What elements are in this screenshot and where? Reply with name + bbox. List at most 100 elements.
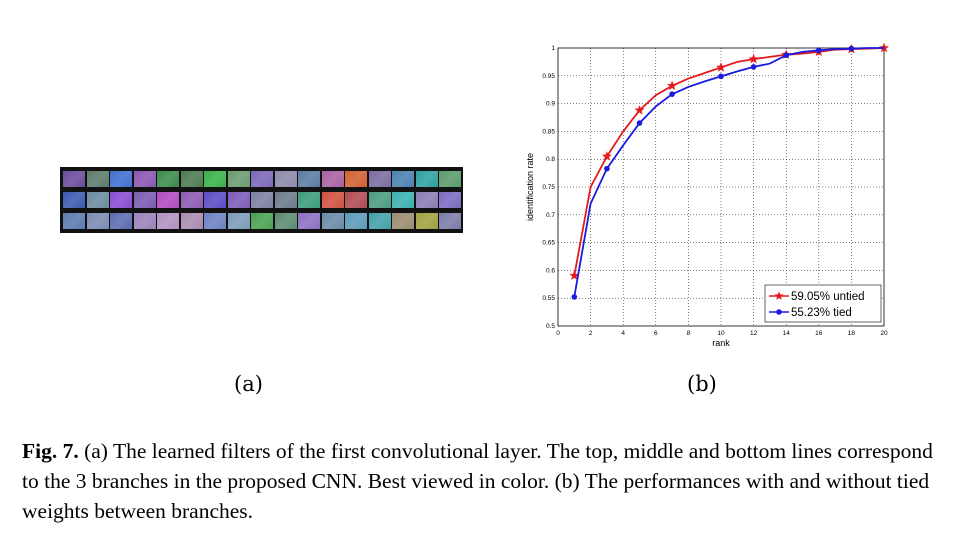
x-tick-label: 20 [880, 330, 888, 337]
filter-tile [227, 171, 250, 187]
x-tick-label: 0 [556, 330, 560, 337]
filter-tile [298, 171, 320, 187]
legend-marker-circle [776, 309, 782, 315]
filter-tile [63, 171, 85, 187]
legend-label: 59.05% untied [791, 291, 865, 303]
y-tick-label: 0.8 [546, 156, 555, 163]
y-tick-label: 0.65 [542, 240, 555, 247]
legend-box [764, 284, 882, 323]
x-tick-label: 6 [654, 330, 658, 337]
x-tick-label: 2 [589, 330, 593, 337]
y-tick-label: 0.7 [546, 212, 555, 219]
identification-rate-chart: 0 2 4 6 8 10 12 14 16 18 20 0.5 0.55 0.6 0.65 0.7 0.75 0.… [515, 38, 895, 356]
chart-svg: 0 2 4 6 8 10 12 14 16 18 20 0.5 0.55 0.6 0.65 0.7 0.75 0.… [525, 42, 890, 348]
y-axis-label: identification rate [525, 153, 535, 221]
filter-tile [227, 192, 250, 208]
y-tick-label: 0.5 [546, 323, 555, 330]
filter-tile [368, 213, 391, 229]
y-tick-label: 0.95 [542, 73, 555, 80]
figure-caption: Fig. 7. (a) The learned filters of the f… [22, 436, 947, 526]
series-line [573, 47, 884, 298]
subfigure-a-label: (a) [234, 372, 263, 396]
filter-tile [63, 213, 85, 229]
filter-tile [439, 213, 461, 229]
filter-tile [321, 171, 344, 187]
filter-tile [157, 192, 179, 208]
filter-tile [86, 171, 109, 187]
filter-tile [204, 192, 226, 208]
series-marker-star [748, 53, 759, 64]
series-marker-circle [604, 165, 610, 172]
x-axis-label: rank [712, 338, 730, 348]
filter-tile [110, 213, 132, 229]
learned-filters-image [60, 167, 463, 233]
filter-tile [110, 171, 132, 187]
filter-tile [133, 171, 156, 187]
y-tick-label: 0.75 [542, 184, 555, 191]
y-tick-label: 0.85 [542, 128, 555, 135]
series-marker-circle [669, 91, 675, 97]
series-marker-circle [783, 52, 789, 59]
filter-tile [345, 213, 367, 229]
filter-tile [415, 192, 438, 208]
filter-tile [368, 192, 391, 208]
filter-tile [298, 192, 320, 208]
filter-tile [392, 213, 414, 229]
x-tick-label: 14 [783, 330, 791, 337]
filter-tile [439, 171, 461, 187]
y-tick-label: 0.9 [546, 101, 555, 108]
filter-tile [321, 192, 344, 208]
x-tick-label: 16 [815, 330, 823, 337]
filter-tile [180, 192, 203, 208]
legend-label: 55.23% tied [791, 307, 852, 319]
filter-tile [415, 171, 438, 187]
filter-tile [157, 171, 179, 187]
filter-tile [133, 213, 156, 229]
series-marker-circle [750, 64, 757, 70]
filter-tile [86, 213, 109, 229]
filter-tile [180, 213, 203, 229]
filter-tile [274, 171, 297, 187]
filter-tile [415, 213, 438, 229]
series-marker-star [634, 104, 645, 115]
legend-marker-star [774, 291, 784, 300]
series-marker-circle [718, 73, 724, 80]
y-tick-label: 1 [551, 45, 555, 52]
x-tick-label: 4 [621, 330, 625, 337]
filter-tile [274, 192, 297, 208]
filter-tile [204, 171, 226, 187]
filter-tile [110, 192, 132, 208]
filter-tile [251, 213, 273, 229]
filter-tile [204, 213, 226, 229]
filter-tile [345, 192, 367, 208]
filter-tile [392, 171, 414, 187]
series-marker-star [601, 151, 613, 161]
series-marker-circle [571, 294, 578, 300]
filter-tile [86, 192, 109, 208]
y-tick-label: 0.55 [542, 295, 555, 302]
x-tick-label: 10 [717, 330, 725, 337]
filter-tile [251, 171, 273, 187]
filter-tile [439, 192, 461, 208]
filter-tile [274, 213, 297, 229]
filter-tile [345, 171, 367, 187]
filter-tile [251, 192, 273, 208]
x-tick-label: 8 [687, 330, 691, 337]
filter-tile [157, 213, 179, 229]
filter-tile [133, 192, 156, 208]
filter-tile [227, 213, 250, 229]
y-tick-label: 0.6 [546, 267, 555, 274]
series-marker-circle [816, 47, 822, 54]
filter-tile [298, 213, 320, 229]
series-marker-circle [636, 120, 643, 126]
subfigure-b-label: (b) [687, 372, 717, 396]
filter-tile [63, 192, 85, 208]
filter-tile [180, 171, 203, 187]
caption-text: (a) The learned filters of the first con… [22, 439, 933, 523]
caption-prefix: Fig. 7. [22, 439, 79, 463]
series-marker-circle [848, 45, 855, 52]
filter-tile [392, 192, 414, 208]
x-tick-label: 18 [848, 330, 856, 337]
x-tick-label: 12 [750, 330, 758, 337]
filter-tile [368, 171, 391, 187]
